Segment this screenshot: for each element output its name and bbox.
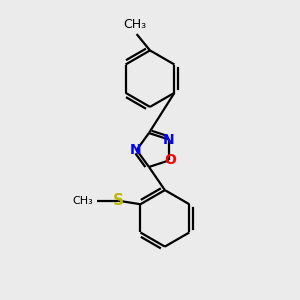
Text: N: N bbox=[129, 143, 141, 157]
Text: CH₃: CH₃ bbox=[72, 196, 93, 206]
Text: CH₃: CH₃ bbox=[124, 17, 147, 31]
Text: N: N bbox=[163, 133, 175, 146]
Text: O: O bbox=[164, 154, 176, 167]
Text: S: S bbox=[112, 193, 124, 208]
